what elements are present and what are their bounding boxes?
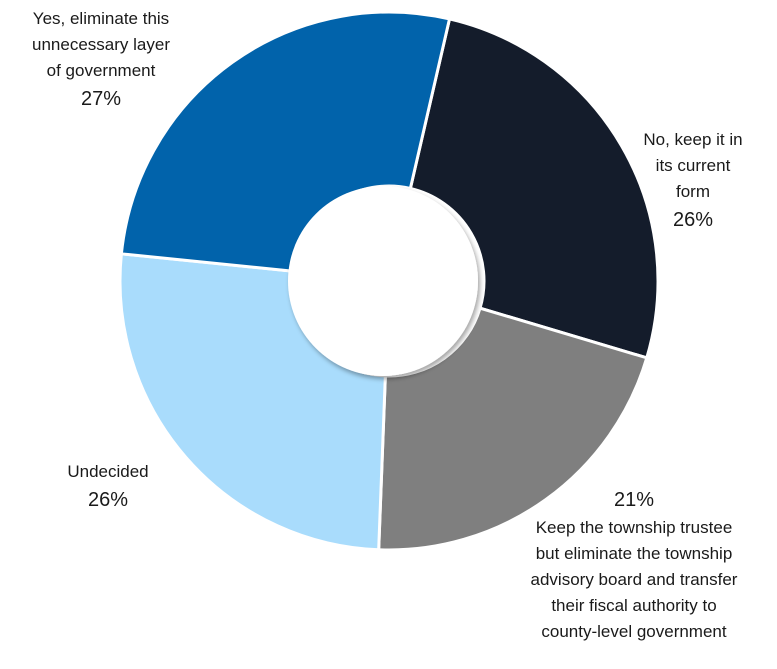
label-undecided: Undecided 26% xyxy=(48,459,168,515)
slice-value-no-keep: 26% xyxy=(672,209,714,231)
label-keep-trustee: 21% Keep the township trustee but elimin… xyxy=(494,485,774,645)
slice-no-keep xyxy=(408,17,660,360)
slice-value-keep-trustee: 21% xyxy=(613,489,655,511)
slice-label-undecided: Undecided xyxy=(67,462,149,481)
slice-value-undecided: 26% xyxy=(87,489,129,511)
slice-label-yes-eliminate: Yes, eliminate this unnecessary layer of… xyxy=(32,9,170,80)
donut-hole xyxy=(288,186,478,376)
label-yes-eliminate: Yes, eliminate this unnecessary layer of… xyxy=(6,6,196,114)
slice-keep-trustee xyxy=(377,306,649,552)
slice-value-yes-eliminate: 27% xyxy=(80,88,122,110)
slice-label-keep-trustee: Keep the township trustee but eliminate … xyxy=(530,518,738,641)
label-no-keep: No, keep it in its current form 26% xyxy=(618,127,768,235)
slice-label-no-keep: No, keep it in its current form xyxy=(643,130,743,201)
